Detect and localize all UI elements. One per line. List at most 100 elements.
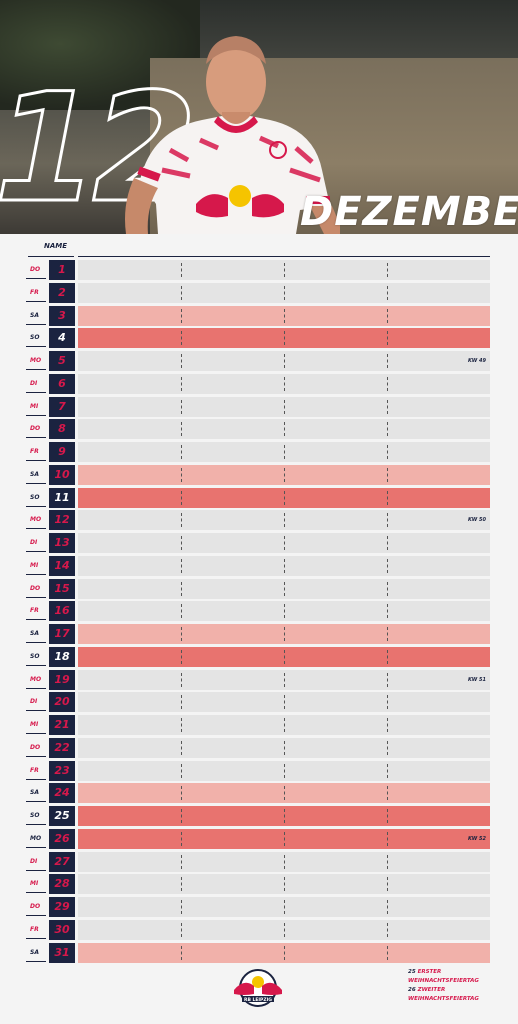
- day-row: SA 24: [0, 783, 518, 804]
- column-separator: [284, 354, 285, 368]
- weekday-label: SA: [30, 789, 39, 797]
- day-entry-field[interactable]: [78, 282, 490, 303]
- rb-leipzig-logo: RB LEIPZIG: [234, 969, 282, 1007]
- day-entry-field[interactable]: [78, 328, 490, 349]
- day-number: 31: [49, 942, 75, 963]
- day-entry-field[interactable]: [78, 487, 490, 508]
- weekday-underline: [26, 300, 46, 302]
- column-separator: [387, 558, 388, 573]
- day-row: MO 12 KW 50: [0, 510, 518, 531]
- column-separator: [387, 922, 388, 937]
- logo-text: RB LEIPZIG: [244, 997, 272, 1003]
- column-separator: [284, 467, 285, 482]
- day-entry-field[interactable]: [78, 646, 490, 667]
- day-entry-field[interactable]: [78, 828, 490, 849]
- day-row: DO 8: [0, 419, 518, 440]
- weekday-underline: [26, 937, 46, 939]
- weekday-label: MO: [30, 357, 42, 364]
- day-entry-field[interactable]: [78, 783, 490, 804]
- day-entry-field[interactable]: [78, 510, 490, 531]
- day-entry-field[interactable]: [78, 669, 490, 690]
- day-entry-field[interactable]: [78, 919, 490, 940]
- column-separator: [284, 263, 285, 277]
- weekday-label: MO: [30, 834, 42, 842]
- column-separator: [181, 263, 182, 277]
- column-separator: [387, 399, 388, 414]
- day-entry-field[interactable]: [78, 260, 490, 280]
- column-separator: [181, 604, 182, 619]
- column-separator: [181, 445, 182, 459]
- day-row: SO 11: [0, 487, 518, 508]
- day-number: 1: [49, 260, 75, 280]
- day-entry-field[interactable]: [78, 464, 490, 485]
- column-separator: [387, 809, 388, 823]
- day-entry-field[interactable]: [78, 351, 490, 371]
- weekday-underline: [26, 619, 46, 621]
- day-row: DO 1: [0, 260, 518, 280]
- day-entry-field[interactable]: [78, 419, 490, 440]
- column-separator: [387, 831, 388, 846]
- column-separator: [181, 308, 182, 323]
- day-number: 28: [49, 874, 75, 895]
- column-separator: [387, 263, 388, 277]
- column-separator: [181, 490, 182, 505]
- weekday-label: DO: [30, 425, 41, 433]
- day-row: DI 6: [0, 373, 518, 394]
- day-entry-field[interactable]: [78, 555, 490, 576]
- weekday-label: DO: [30, 584, 41, 592]
- day-entry-field[interactable]: [78, 442, 490, 462]
- day-row: DI 27: [0, 851, 518, 872]
- day-entry-field[interactable]: [78, 373, 490, 394]
- weekday-label: SO: [30, 493, 40, 501]
- day-entry-field[interactable]: [78, 578, 490, 599]
- holiday-label: ZWEITER WEIHNACHTSFEIERTAG: [408, 987, 479, 1002]
- column-separator: [181, 354, 182, 368]
- weekday-underline: [26, 664, 46, 666]
- day-entry-field[interactable]: [78, 942, 490, 963]
- day-number: 10: [49, 464, 75, 485]
- column-separator: [387, 763, 388, 778]
- day-entry-field[interactable]: [78, 715, 490, 735]
- day-entry-field[interactable]: [78, 624, 490, 644]
- column-separator: [387, 718, 388, 732]
- day-entry-field[interactable]: [78, 533, 490, 553]
- day-entry-field[interactable]: [78, 760, 490, 781]
- weekday-label: SO: [30, 334, 40, 342]
- day-entry-field[interactable]: [78, 874, 490, 895]
- day-number: 8: [49, 419, 75, 440]
- weekday-underline: [26, 369, 46, 370]
- day-entry-field[interactable]: [78, 737, 490, 758]
- weekday-label: SA: [30, 630, 39, 637]
- weekday-label: DI: [30, 379, 38, 387]
- day-row: MI 14: [0, 555, 518, 576]
- day-entry-field[interactable]: [78, 601, 490, 622]
- day-number: 21: [49, 715, 75, 735]
- holiday-day: 25: [408, 969, 416, 975]
- column-separator: [387, 308, 388, 323]
- weekday-underline: [26, 778, 46, 780]
- weekday-label: DI: [30, 857, 38, 865]
- day-number: 17: [49, 624, 75, 644]
- column-separator: [387, 536, 388, 550]
- day-entry-field[interactable]: [78, 851, 490, 872]
- column-separator: [284, 604, 285, 619]
- column-separator: [181, 376, 182, 391]
- day-entry-field[interactable]: [78, 305, 490, 326]
- weekday-label: DO: [30, 903, 41, 910]
- column-separator: [284, 786, 285, 801]
- column-separator: [284, 945, 285, 960]
- day-entry-field[interactable]: [78, 897, 490, 917]
- column-separator: [284, 763, 285, 778]
- holiday-day: 26: [408, 987, 416, 993]
- column-separator: [181, 877, 182, 892]
- weekday-underline: [26, 960, 46, 962]
- column-separator: [181, 740, 182, 755]
- day-entry-field[interactable]: [78, 396, 490, 417]
- day-row: SO 18: [0, 646, 518, 667]
- column-separator: [181, 467, 182, 482]
- weekday-underline: [26, 482, 46, 484]
- day-entry-field[interactable]: [78, 692, 490, 713]
- day-entry-field[interactable]: [78, 806, 490, 826]
- weekday-label: MI: [30, 721, 39, 728]
- weekday-underline: [26, 846, 46, 848]
